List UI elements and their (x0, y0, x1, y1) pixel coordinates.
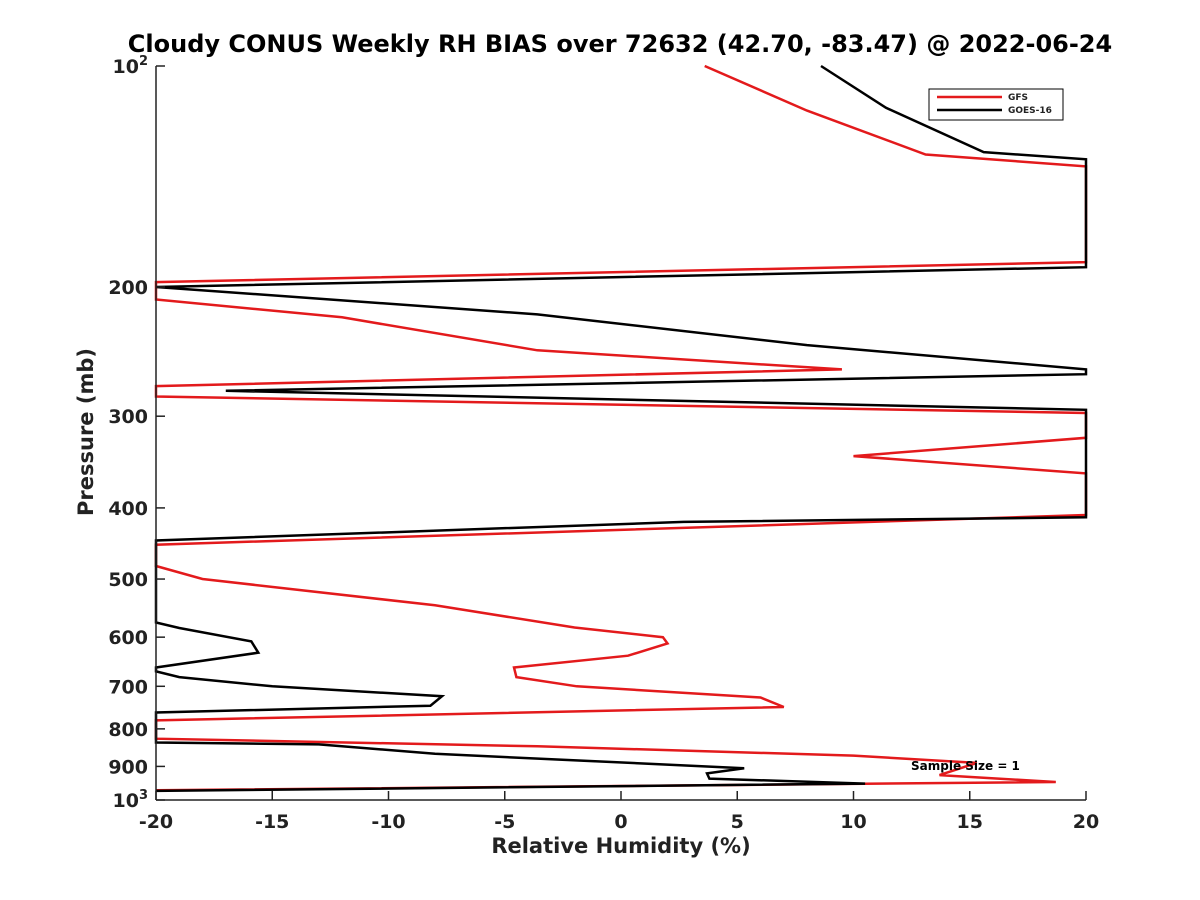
series-layer (154, 64, 1088, 793)
chart-title: Cloudy CONUS Weekly RH BIAS over 72632 (… (127, 30, 1113, 58)
sample-size-annotation: Sample Size = 1 (911, 759, 1020, 773)
axes-layer: -20 -15 -10 -5 0 5 10 15 20102200300400500600700… (108, 54, 1099, 833)
x-tick-label: 5 (731, 811, 744, 833)
legend-label-goes16: GOES-16 (1008, 106, 1052, 116)
legend-box (928, 88, 1064, 121)
y-tick-label: 700 (108, 676, 148, 698)
x-tick-label: -5 (494, 811, 515, 833)
x-tick-label: -15 (255, 811, 289, 833)
y-tick-label: 900 (108, 756, 148, 778)
y-tick-label: 600 (108, 627, 148, 649)
y-tick-label: 200 (108, 277, 148, 299)
y-tick-label: 800 (108, 719, 148, 741)
x-tick-label: 20 (1073, 811, 1099, 833)
y-tick-label: 103 (113, 788, 149, 812)
x-tick-label: -10 (371, 811, 405, 833)
y-tick-label: 500 (108, 569, 148, 591)
x-tick-label: -20 (139, 811, 173, 833)
y-axis-label: Pressure (mb) (74, 348, 98, 516)
series-line-goes16 (154, 64, 1088, 793)
x-tick-label: 10 (840, 811, 866, 833)
x-tick-label: 0 (614, 811, 627, 833)
y-tick-label: 400 (108, 498, 148, 520)
legend: GFS GOES-16 (928, 88, 1064, 121)
series-line-gfs (154, 64, 1088, 792)
legend-label-gfs: GFS (1008, 93, 1028, 103)
x-tick-label: 15 (957, 811, 983, 833)
y-tick-label: 300 (108, 406, 148, 428)
x-axis-label: Relative Humidity (%) (491, 834, 751, 858)
